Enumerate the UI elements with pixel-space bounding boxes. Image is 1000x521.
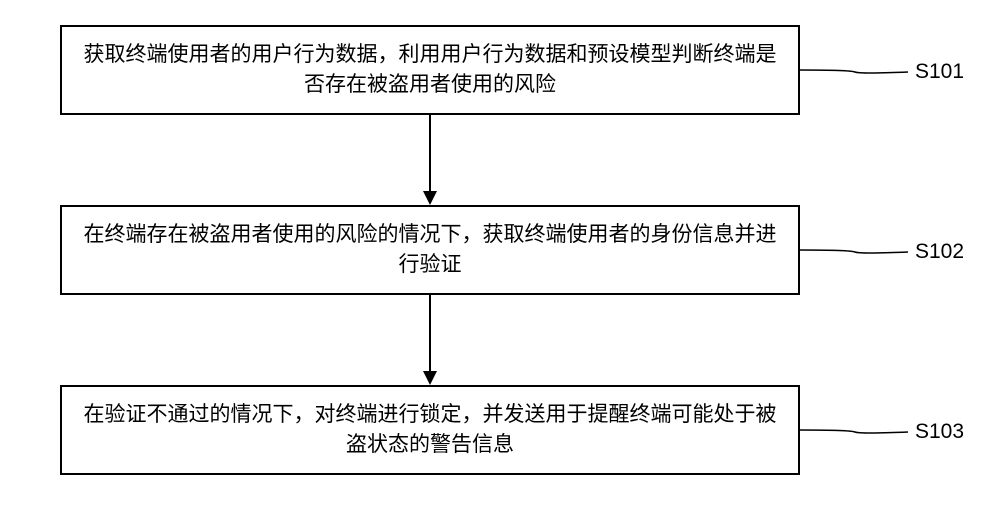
flow-step-label-s103: S103 (915, 420, 964, 444)
label-connector-s103 (0, 0, 1000, 521)
